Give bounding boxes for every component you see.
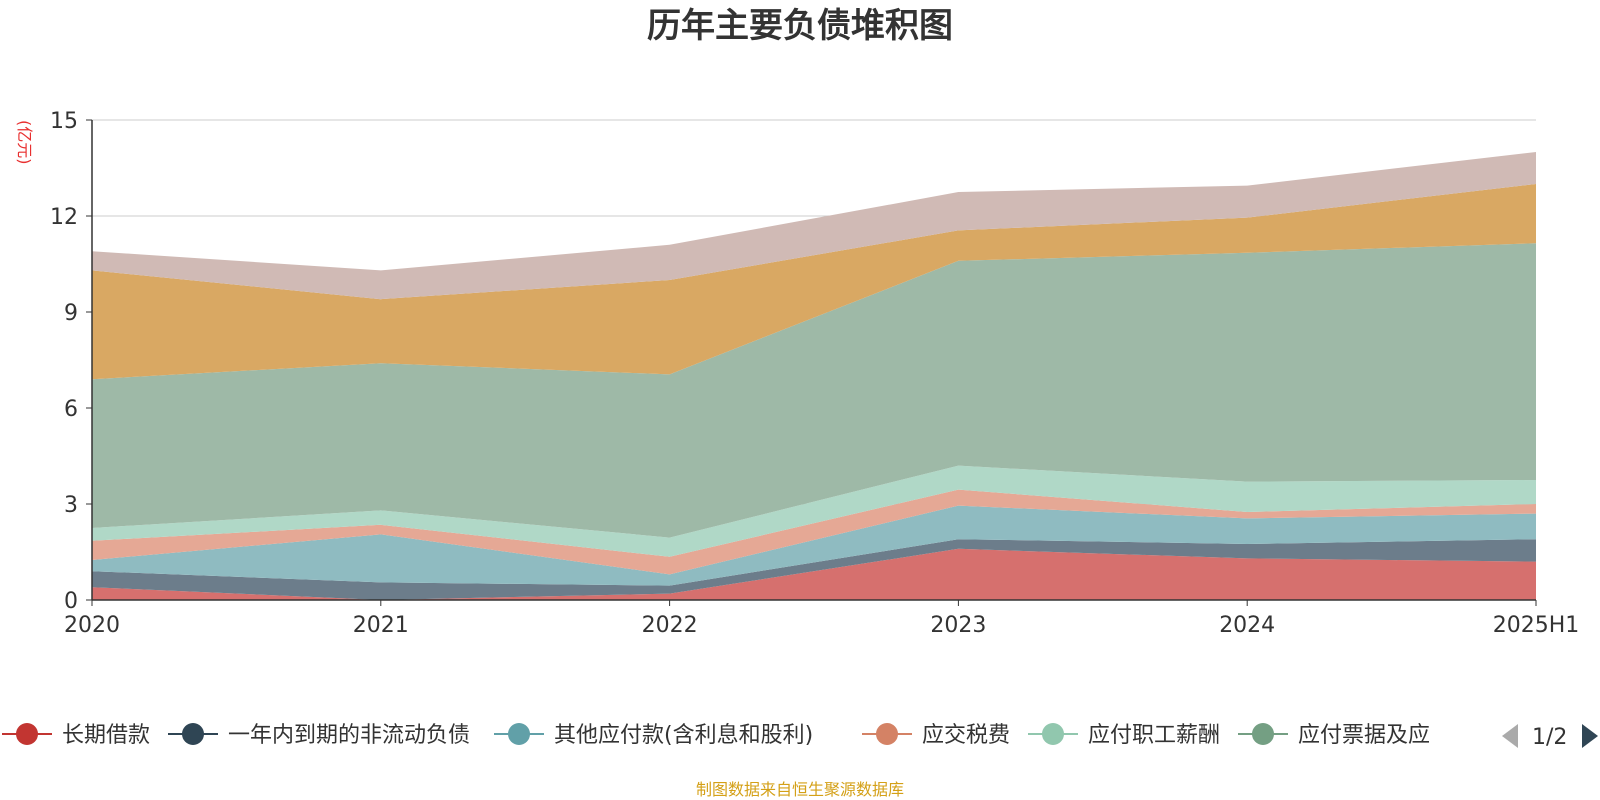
legend-marker-icon bbox=[1252, 723, 1274, 745]
y-tick-label: 9 bbox=[64, 301, 78, 326]
x-tick-label: 2025H1 bbox=[1493, 613, 1580, 638]
y-tick-label: 15 bbox=[50, 109, 78, 134]
legend-item[interactable]: 应付票据及应 bbox=[1238, 723, 1430, 748]
x-tick-label: 2022 bbox=[642, 613, 698, 638]
legend-marker-icon bbox=[876, 723, 898, 745]
legend-marker-icon bbox=[508, 723, 530, 745]
y-tick-label: 6 bbox=[64, 397, 78, 422]
area-series-3 bbox=[92, 489, 1536, 575]
legend-item[interactable]: 应交税费 bbox=[862, 723, 1010, 748]
legend-label: 一年内到期的非流动负债 bbox=[228, 723, 470, 748]
y-tick-label: 0 bbox=[64, 589, 78, 614]
legend-label: 应交税费 bbox=[922, 723, 1010, 748]
legend-marker-icon bbox=[16, 723, 38, 745]
legend-next-page-icon[interactable] bbox=[1582, 724, 1598, 748]
area-series-5 bbox=[92, 243, 1536, 538]
data-source-note: 制图数据来自恒生聚源数据库 bbox=[695, 780, 904, 799]
x-tick-label: 2024 bbox=[1219, 613, 1275, 638]
x-tick-label: 2021 bbox=[353, 613, 409, 638]
area-series-2 bbox=[92, 505, 1536, 586]
legend-label: 其他应付款(含利息和股利) bbox=[554, 723, 813, 748]
legend-page-indicator: 1/2 bbox=[1532, 725, 1567, 750]
legend-marker-icon bbox=[182, 723, 204, 745]
legend-item[interactable]: 长期借款 bbox=[2, 723, 150, 748]
x-tick-label: 2020 bbox=[64, 613, 120, 638]
legend-item[interactable]: 其他应付款(含利息和股利) bbox=[494, 723, 813, 748]
x-tick-label: 2023 bbox=[930, 613, 986, 638]
area-series-6 bbox=[92, 184, 1536, 380]
area-series-0 bbox=[92, 548, 1536, 600]
y-tick-label: 12 bbox=[50, 205, 78, 230]
legend-label: 应付票据及应 bbox=[1298, 723, 1430, 748]
area-series-7 bbox=[92, 152, 1536, 300]
legend-marker-icon bbox=[1042, 723, 1064, 745]
area-series-4 bbox=[92, 465, 1536, 557]
legend-label: 长期借款 bbox=[62, 723, 150, 748]
legend-prev-page-icon[interactable] bbox=[1502, 724, 1518, 748]
chart-title: 历年主要负债堆积图 bbox=[647, 6, 953, 46]
y-tick-label: 3 bbox=[64, 493, 78, 518]
legend-item[interactable]: 应付职工薪酬 bbox=[1028, 723, 1220, 748]
area-series-1 bbox=[92, 539, 1536, 600]
legend-label: 应付职工薪酬 bbox=[1088, 723, 1220, 748]
legend-item[interactable]: 一年内到期的非流动负债 bbox=[168, 723, 470, 748]
